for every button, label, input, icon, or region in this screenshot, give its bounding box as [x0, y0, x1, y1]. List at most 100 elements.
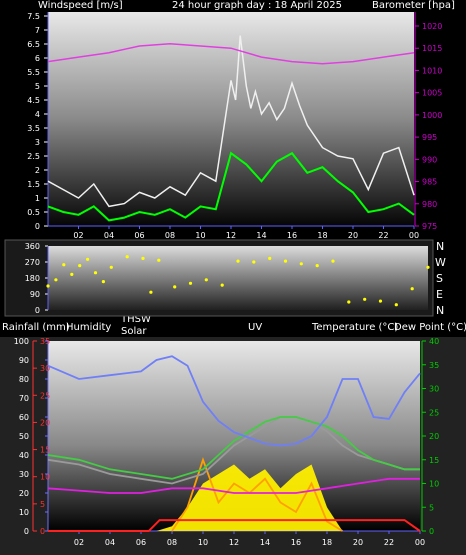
wind-series-line	[47, 151, 415, 222]
temp-y-tick-label: 15	[429, 456, 439, 465]
temperature-series-line	[47, 416, 420, 480]
wind-y-tick-label: 4	[35, 110, 40, 119]
direction-point	[101, 280, 105, 284]
direction-point	[363, 297, 367, 301]
baro-y-tick-label: 990	[422, 155, 437, 164]
wind-x-tick-label: 22	[378, 231, 388, 240]
temp-x-tick-label: 10	[198, 538, 208, 547]
rain-y-tick-label: 30	[40, 364, 50, 373]
direction-point	[299, 262, 303, 266]
rain-y-tick-label: 0	[40, 527, 45, 536]
wind-y-tick-label: 2.5	[27, 152, 40, 161]
humidity-y-tick-label: 80	[19, 375, 29, 384]
temp-y-tick-label: 30	[429, 385, 439, 394]
direction-point	[173, 285, 177, 289]
wind-x-tick-label: 16	[287, 231, 297, 240]
gust-series-line	[47, 35, 415, 208]
direction-point	[283, 259, 288, 263]
temp-x-tick-label: 14	[260, 538, 270, 547]
baro-y-tick-label: 1010	[422, 66, 442, 75]
humidity-y-tick-label: 60	[19, 413, 29, 422]
wind-y-tick-label: 4.5	[27, 96, 40, 105]
temp-x-tick-label: 16	[291, 538, 301, 547]
direction-point	[204, 278, 208, 282]
dewpoint-axis-title: Dew Point (°C)	[394, 322, 466, 333]
thsw-legend-label: THSW	[121, 314, 151, 325]
wind-x-tick-label: 04	[104, 231, 114, 240]
compass-w-label: W	[435, 256, 446, 269]
direction-plot-area	[48, 246, 428, 310]
temp-y-tick-label: 5	[429, 503, 434, 512]
direction-point	[157, 258, 161, 262]
direction-point	[426, 265, 430, 269]
dir-y-tick-label: 180	[25, 274, 40, 283]
solar-series-area	[156, 464, 343, 531]
rain-y-tick-label: 10	[40, 473, 50, 482]
temp-y-tick-label: 20	[429, 432, 439, 441]
direction-point	[331, 259, 335, 263]
wind-y-tick-label: 5	[35, 82, 40, 91]
temp-x-tick-label: 06	[136, 538, 146, 547]
humidity-y-tick-label: 70	[19, 394, 29, 403]
humidity-y-tick-label: 40	[19, 451, 29, 460]
direction-point	[70, 272, 74, 276]
wind-x-tick-label: 14	[256, 231, 266, 240]
uv-legend-label: UV	[248, 322, 263, 333]
temp-y-tick-label: 25	[429, 408, 439, 417]
direction-point	[54, 278, 58, 282]
direction-point	[268, 256, 272, 260]
humidity-y-tick-label: 90	[19, 356, 29, 365]
graph-title: 24 hour graph day : 18 April 2025	[172, 0, 342, 11]
baro-y-tick-label: 1020	[422, 22, 442, 31]
wind-y-tick-label: 1.5	[27, 180, 40, 189]
wind-y-tick-label: 1	[35, 194, 40, 203]
rain-y-tick-label: 20	[40, 418, 50, 427]
wind-x-tick-label: 00	[409, 231, 419, 240]
baro-y-tick-label: 1015	[422, 44, 442, 53]
wind-y-tick-label: 6	[35, 54, 40, 63]
windspeed-axis-title: Windspeed [m/s]	[38, 0, 123, 11]
direction-point	[220, 283, 224, 287]
humidity-axis-title: Humidity	[66, 322, 112, 333]
wind-y-tick-label: 3.5	[27, 124, 40, 133]
temp-y-tick-label: 40	[429, 337, 439, 346]
direction-point	[236, 259, 240, 263]
temp-x-tick-label: 02	[74, 538, 84, 547]
compass-e-label: E	[436, 288, 443, 301]
direction-point	[315, 264, 319, 268]
temp-y-tick-label: 35	[429, 361, 439, 370]
wind-x-tick-label: 06	[134, 231, 144, 240]
humidity-y-tick-label: 50	[19, 432, 29, 441]
wind-y-tick-label: 5.5	[27, 68, 40, 77]
temp-x-tick-label: 12	[229, 538, 239, 547]
humidity-y-tick-label: 0	[24, 527, 29, 536]
wind-x-tick-label: 10	[195, 231, 205, 240]
temp-y-tick-label: 0	[429, 527, 434, 536]
baro-y-tick-label: 1005	[422, 89, 442, 98]
humidity-series-line	[47, 355, 421, 447]
temperature-axis-title: Temperature (°C)	[312, 322, 399, 333]
compass-n-label: N	[436, 240, 445, 253]
humidity-y-tick-label: 10	[19, 508, 29, 517]
baro-y-tick-label: 975	[422, 222, 437, 231]
rainfall-axis-title: Rainfall (mm)	[2, 322, 70, 333]
temp-x-tick-label: 20	[353, 538, 363, 547]
dir-y-tick-label: 90	[30, 290, 40, 299]
dir-y-tick-label: 0	[35, 306, 40, 315]
direction-point	[78, 264, 82, 268]
direction-point	[188, 281, 193, 285]
temp-x-tick-label: 00	[415, 538, 425, 547]
direction-point	[378, 299, 383, 303]
wind-y-tick-label: 7.5	[27, 12, 40, 21]
barometer-axis-title: Barometer [hpa]	[372, 0, 455, 11]
wind-x-tick-label: 08	[165, 231, 175, 240]
dir-y-tick-label: 360	[25, 242, 40, 251]
direction-point	[46, 284, 50, 288]
dir-y-tick-label: 270	[25, 258, 40, 267]
baro-y-tick-label: 980	[422, 200, 437, 209]
wind-y-tick-label: 0.5	[27, 208, 40, 217]
humidity-y-tick-label: 20	[19, 489, 29, 498]
direction-point	[394, 303, 398, 307]
